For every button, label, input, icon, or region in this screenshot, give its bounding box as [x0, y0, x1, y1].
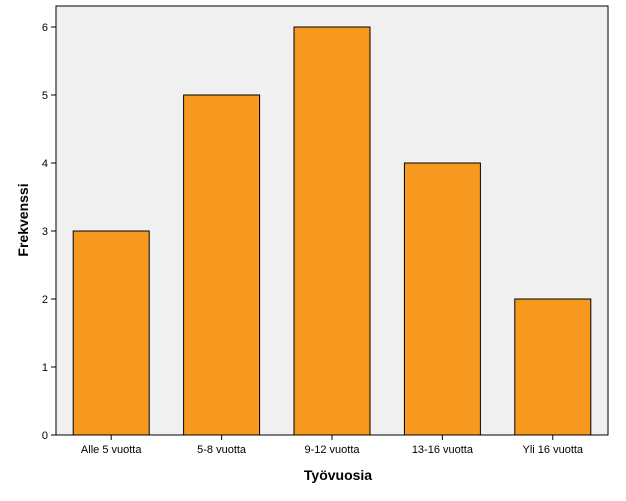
y-tick-label: 0 [42, 430, 48, 442]
x-tick-label: 5-8 vuotta [197, 444, 247, 456]
y-tick-label: 3 [42, 226, 48, 238]
x-tick-label: Alle 5 vuotta [81, 444, 142, 456]
y-tick-label: 1 [42, 362, 48, 374]
x-tick-label: 13-16 vuotta [412, 444, 474, 456]
y-axis-ticks: 0 1 2 3 4 5 6 [42, 22, 56, 442]
y-tick-label: 6 [42, 22, 48, 34]
y-tick-label: 4 [42, 158, 48, 170]
y-tick-label: 5 [42, 90, 48, 102]
x-axis-title: Työvuosia [304, 467, 372, 483]
x-tick-label: 9-12 vuotta [304, 444, 360, 456]
bar [514, 298, 592, 436]
x-tick-label: Yli 16 vuotta [523, 444, 584, 456]
bar [72, 230, 150, 436]
y-axis-title: Frekvenssi [15, 183, 31, 256]
bars [72, 26, 592, 436]
bar [293, 26, 371, 436]
bar [403, 162, 481, 436]
y-tick-label: 2 [42, 294, 48, 306]
bar [183, 94, 261, 436]
x-axis-ticks: Alle 5 vuotta 5-8 vuotta 9-12 vuotta 13-16 … [81, 435, 584, 456]
